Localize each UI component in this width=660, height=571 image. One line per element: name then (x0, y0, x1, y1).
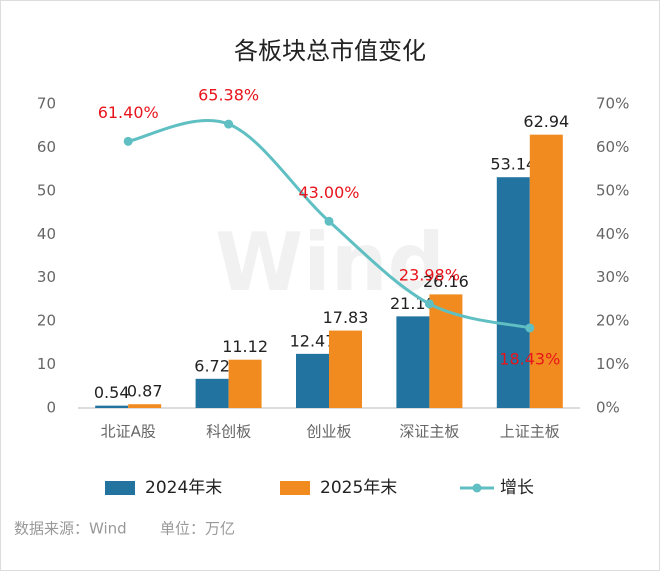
y2-tick-label: 60% (596, 138, 629, 156)
line-point (525, 323, 535, 333)
data-label: 11.12 (222, 337, 268, 356)
legend-swatch (472, 483, 482, 493)
y2-tick-label: 0% (596, 399, 620, 417)
bar (128, 404, 162, 408)
y2-tick-label: 70% (596, 95, 629, 113)
source: 数据来源：Wind (14, 520, 127, 538)
data-label: 17.83 (323, 308, 369, 327)
data-label: 12.47 (290, 331, 336, 350)
bar (529, 134, 563, 408)
y-tick-label: 0 (46, 399, 56, 417)
bar (195, 378, 229, 408)
line-point (424, 299, 434, 309)
x-tick-label: 深证主板 (399, 423, 459, 441)
bar (396, 316, 430, 408)
line-point (123, 136, 133, 146)
y-tick-label: 40 (37, 225, 56, 243)
data-label: 62.94 (523, 112, 569, 131)
data-label: 23.98% (399, 265, 460, 284)
y-tick-label: 10 (37, 355, 56, 373)
line-point (224, 119, 234, 129)
unit: 单位：万亿 (160, 520, 235, 538)
watermark: Wind (215, 216, 445, 309)
y-tick-label: 60 (37, 138, 56, 156)
data-label: 6.72 (194, 356, 230, 375)
legend-swatch (280, 481, 310, 495)
legend-label: 2025年末 (320, 478, 397, 498)
bar (296, 353, 329, 408)
y-tick-label: 20 (37, 312, 56, 330)
bar (228, 359, 262, 408)
legend-swatch (105, 481, 135, 495)
x-tick-label: 北证A股 (101, 423, 156, 441)
y2-tick-label: 20% (596, 312, 629, 330)
data-label: 18.43% (499, 349, 560, 368)
bar (329, 330, 362, 408)
data-label: 0.87 (127, 382, 163, 401)
y2-tick-label: 50% (596, 181, 629, 199)
y-tick-label: 50 (37, 181, 56, 199)
bar (496, 177, 530, 408)
bar (95, 405, 129, 408)
y2-tick-label: 40% (596, 225, 629, 243)
data-label: 43.00% (298, 183, 359, 202)
y2-tick-label: 30% (596, 268, 629, 286)
y2-tick-label: 10% (596, 355, 629, 373)
y-tick-label: 70 (37, 95, 56, 113)
x-tick-label: 上证主板 (500, 423, 560, 441)
data-label: 26.16 (423, 272, 469, 291)
chart-title: 各板块总市值变化 (234, 37, 426, 65)
legend-label: 2024年末 (145, 478, 222, 498)
line-point (324, 216, 334, 226)
y-tick-label: 30 (37, 268, 56, 286)
data-label: 65.38% (198, 86, 259, 105)
legend-label: 增长 (500, 478, 534, 498)
data-label: 0.54 (94, 383, 130, 402)
data-label: 53.14 (490, 155, 536, 174)
data-label: 61.40% (98, 103, 159, 122)
x-tick-label: 科创板 (206, 423, 251, 441)
data-label: 21.10 (390, 294, 436, 313)
x-tick-label: 创业板 (306, 423, 351, 441)
